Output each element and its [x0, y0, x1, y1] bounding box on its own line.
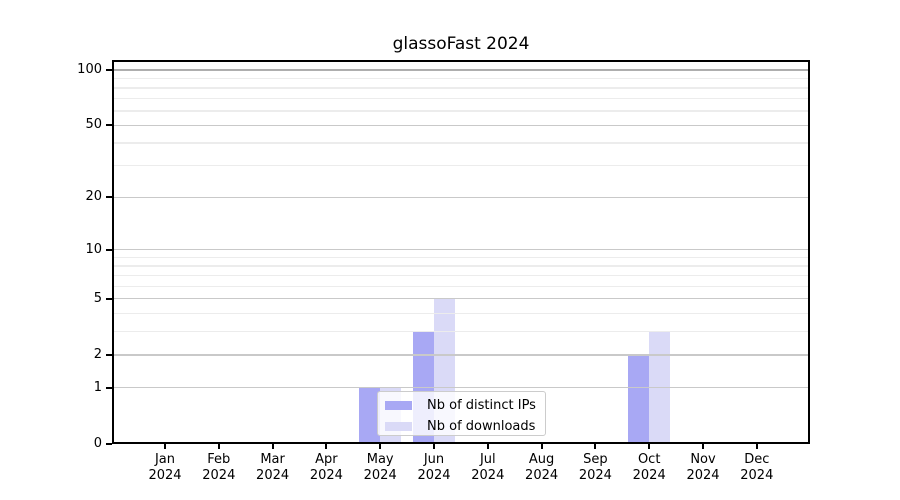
x-tick-aug [540, 444, 543, 449]
gridline-minor-6 [112, 285, 810, 287]
x-tick-jan [164, 444, 166, 449]
x-tick-label-jun: Jun 2024 [417, 452, 451, 483]
gridline-minor-9 [112, 256, 810, 259]
y-tick-0 [106, 443, 112, 445]
y-tick-50 [106, 124, 112, 127]
y-tick-100 [106, 69, 112, 71]
chart-title: glassoFast 2024 [392, 34, 530, 54]
y-tick-label-5: 5 [93, 290, 102, 306]
gridline-major-10 [112, 249, 810, 251]
x-tick-jul [486, 444, 489, 449]
x-tick-label-jul: Jul 2024 [471, 452, 505, 483]
x-tick-label-mar: Mar 2024 [256, 452, 290, 483]
gridline-minor-90 [112, 77, 810, 80]
y-tick-label-1: 1 [93, 379, 102, 395]
bar-distinct-ips-oct [628, 354, 650, 444]
x-tick-nov [702, 444, 704, 449]
y-tick-label-2: 2 [93, 346, 102, 362]
x-tick-apr [325, 444, 328, 449]
x-tick-label-jan: Jan 2024 [148, 452, 182, 483]
y-tick-label-50: 50 [85, 117, 102, 133]
legend-swatch-distinct-ips-icon [385, 400, 412, 410]
x-tick-jun [433, 444, 435, 449]
x-tick-oct [648, 444, 651, 449]
y-tick-10 [106, 248, 112, 251]
y-tick-1 [106, 386, 112, 389]
x-tick-dec [755, 444, 758, 449]
legend-swatch-downloads-icon [385, 421, 412, 431]
grid-layer [112, 60, 810, 444]
bar-distinct-ips-may [359, 387, 381, 444]
gridline-minor-4 [112, 312, 810, 315]
gridline-minor-60 [112, 110, 810, 112]
x-tick-label-dec: Dec 2024 [740, 452, 774, 483]
gridline-minor-7 [112, 274, 810, 277]
x-tick-mar [271, 444, 274, 449]
y-tick-20 [106, 196, 112, 199]
x-tick-may [379, 444, 382, 449]
gridline-major-1 [112, 387, 810, 389]
gridline-minor-3 [112, 331, 810, 333]
legend-item-distinct-ips: Nb of distinct IPs [385, 396, 545, 414]
y-tick-2 [106, 353, 112, 356]
x-tick-label-feb: Feb 2024 [202, 452, 236, 483]
x-tick-label-oct: Oct 2024 [632, 452, 666, 483]
gridline-minor-8 [112, 265, 810, 267]
gridline-major-2 [112, 354, 810, 356]
y-tick-label-10: 10 [85, 241, 102, 257]
x-tick-feb [217, 444, 220, 449]
x-tick-label-apr: Apr 2024 [309, 452, 343, 483]
x-tick-label-may: May 2024 [363, 452, 397, 483]
y-tick-label-20: 20 [85, 189, 102, 205]
gridline-minor-80 [112, 87, 810, 89]
y-tick-5 [106, 297, 112, 300]
gridline-major-20 [112, 196, 810, 198]
legend-label-downloads: Nb of downloads [427, 418, 536, 434]
y-tick-label-100: 100 [77, 62, 102, 77]
gridline-minor-40 [112, 142, 810, 144]
gridline-major-50 [112, 124, 810, 127]
gridline-major-5 [112, 298, 810, 300]
gridline-minor-30 [112, 165, 810, 167]
x-tick-label-aug: Aug 2024 [525, 452, 559, 483]
gridline-minor-70 [112, 97, 810, 100]
plot-area [112, 60, 810, 444]
x-tick-label-nov: Nov 2024 [686, 452, 720, 483]
legend-item-downloads: Nb of downloads [385, 417, 545, 435]
legend: Nb of distinct IPs Nb of downloads [377, 391, 546, 436]
gridline-major-100 [112, 69, 810, 71]
y-tick-label-0: 0 [93, 436, 102, 451]
x-tick-sep [594, 444, 597, 449]
x-tick-label-sep: Sep 2024 [578, 452, 612, 483]
legend-label-distinct-ips: Nb of distinct IPs [427, 397, 536, 413]
